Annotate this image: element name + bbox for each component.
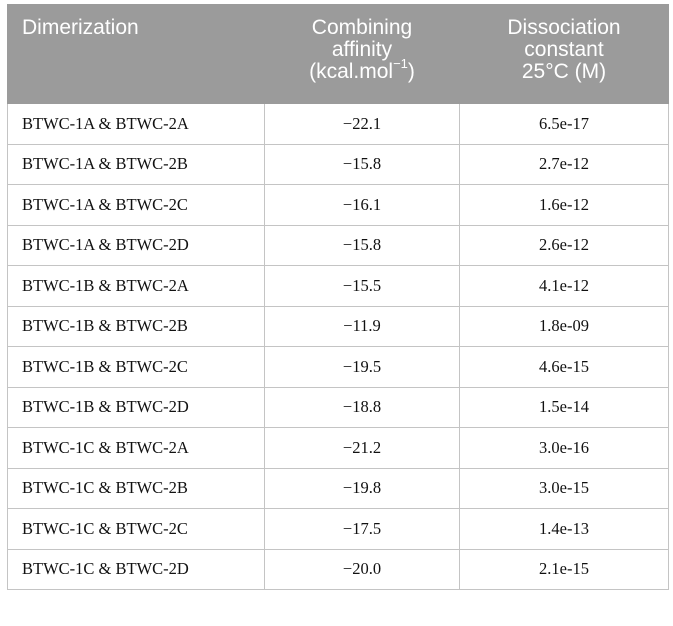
cell-affinity: −15.8 bbox=[264, 143, 460, 185]
table-row: BTWC-1A & BTWC-2D −15.8 2.6e-12 bbox=[7, 224, 669, 266]
table-body: BTWC-1A & BTWC-2A −22.1 6.5e-17 BTWC-1A & B… bbox=[7, 103, 669, 590]
header-affinity-line2: affinity bbox=[331, 38, 393, 61]
table-row: BTWC-1C & BTWC-2D −20.0 2.1e-15 bbox=[7, 548, 669, 590]
cell-dissociation-constant: 2.6e-12 bbox=[459, 224, 669, 266]
cell-dissociation-constant: 1.8e-09 bbox=[459, 305, 669, 347]
cell-affinity: −19.5 bbox=[264, 346, 460, 388]
header-row: Dimerization Combining affinity (kcal.mo… bbox=[7, 4, 669, 104]
header-affinity-line1: Combining bbox=[311, 16, 413, 39]
cell-affinity: −21.2 bbox=[264, 427, 460, 469]
cell-affinity: −20.0 bbox=[264, 548, 460, 590]
table-row: BTWC-1C & BTWC-2C −17.5 1.4e-13 bbox=[7, 508, 669, 550]
cell-dimerization: BTWC-1C & BTWC-2D bbox=[7, 548, 265, 590]
table-row: BTWC-1C & BTWC-2A −21.2 3.0e-16 bbox=[7, 427, 669, 469]
cell-dimerization: BTWC-1A & BTWC-2A bbox=[7, 103, 265, 145]
cell-affinity: −18.8 bbox=[264, 386, 460, 428]
cell-dissociation-constant: 2.1e-15 bbox=[459, 548, 669, 590]
cell-dimerization: BTWC-1A & BTWC-2C bbox=[7, 184, 265, 226]
cell-dimerization: BTWC-1C & BTWC-2B bbox=[7, 467, 265, 509]
table-row: BTWC-1B & BTWC-2C −19.5 4.6e-15 bbox=[7, 346, 669, 388]
cell-dimerization: BTWC-1C & BTWC-2C bbox=[7, 508, 265, 550]
header-affinity-exponent: −1 bbox=[393, 56, 408, 71]
header-affinity: Combining affinity (kcal.mol−1) bbox=[264, 4, 460, 104]
cell-dissociation-constant: 3.0e-16 bbox=[459, 427, 669, 469]
table-row: BTWC-1B & BTWC-2D −18.8 1.5e-14 bbox=[7, 386, 669, 428]
cell-dissociation-constant: 4.6e-15 bbox=[459, 346, 669, 388]
cell-dissociation-constant: 1.6e-12 bbox=[459, 184, 669, 226]
header-dissociation: Dissociation constant 25°C (M) bbox=[459, 4, 669, 104]
dimerization-table: Dimerization Combining affinity (kcal.mo… bbox=[7, 4, 669, 590]
cell-dissociation-constant: 3.0e-15 bbox=[459, 467, 669, 509]
table-row: BTWC-1A & BTWC-2A −22.1 6.5e-17 bbox=[7, 103, 669, 145]
header-affinity-close: ) bbox=[407, 60, 415, 83]
cell-dissociation-constant: 4.1e-12 bbox=[459, 265, 669, 307]
cell-dimerization: BTWC-1B & BTWC-2C bbox=[7, 346, 265, 388]
cell-affinity: −11.9 bbox=[264, 305, 460, 347]
cell-affinity: −17.5 bbox=[264, 508, 460, 550]
cell-dimerization: BTWC-1B & BTWC-2B bbox=[7, 305, 265, 347]
cell-dimerization: BTWC-1B & BTWC-2A bbox=[7, 265, 265, 307]
table-row: BTWC-1B & BTWC-2B −11.9 1.8e-09 bbox=[7, 305, 669, 347]
header-dissociation-line2: constant bbox=[524, 38, 604, 61]
cell-dimerization: BTWC-1A & BTWC-2B bbox=[7, 143, 265, 185]
cell-affinity: −22.1 bbox=[264, 103, 460, 145]
table-row: BTWC-1A & BTWC-2C −16.1 1.6e-12 bbox=[7, 184, 669, 226]
table-row: BTWC-1C & BTWC-2B −19.8 3.0e-15 bbox=[7, 467, 669, 509]
header-affinity-line3: (kcal.mol−1) bbox=[275, 57, 449, 83]
cell-affinity: −16.1 bbox=[264, 184, 460, 226]
cell-affinity: −15.8 bbox=[264, 224, 460, 266]
cell-affinity: −19.8 bbox=[264, 467, 460, 509]
header-dimerization-label: Dimerization bbox=[22, 16, 139, 39]
cell-dissociation-constant: 1.4e-13 bbox=[459, 508, 669, 550]
header-dissociation-line1: Dissociation bbox=[507, 16, 621, 39]
cell-dissociation-constant: 6.5e-17 bbox=[459, 103, 669, 145]
cell-dimerization: BTWC-1C & BTWC-2A bbox=[7, 427, 265, 469]
header-affinity-unit: (kcal.mol bbox=[309, 60, 394, 83]
data-table-container: Dimerization Combining affinity (kcal.mo… bbox=[7, 4, 669, 590]
cell-dissociation-constant: 1.5e-14 bbox=[459, 386, 669, 428]
cell-dissociation-constant: 2.7e-12 bbox=[459, 143, 669, 185]
header-dimerization: Dimerization bbox=[7, 4, 265, 104]
table-header: Dimerization Combining affinity (kcal.mo… bbox=[7, 4, 669, 104]
table-row: BTWC-1A & BTWC-2B −15.8 2.7e-12 bbox=[7, 143, 669, 185]
header-dissociation-line3: 25°C (M) bbox=[521, 60, 607, 83]
cell-affinity: −15.5 bbox=[264, 265, 460, 307]
cell-dimerization: BTWC-1A & BTWC-2D bbox=[7, 224, 265, 266]
cell-dimerization: BTWC-1B & BTWC-2D bbox=[7, 386, 265, 428]
table-row: BTWC-1B & BTWC-2A −15.5 4.1e-12 bbox=[7, 265, 669, 307]
